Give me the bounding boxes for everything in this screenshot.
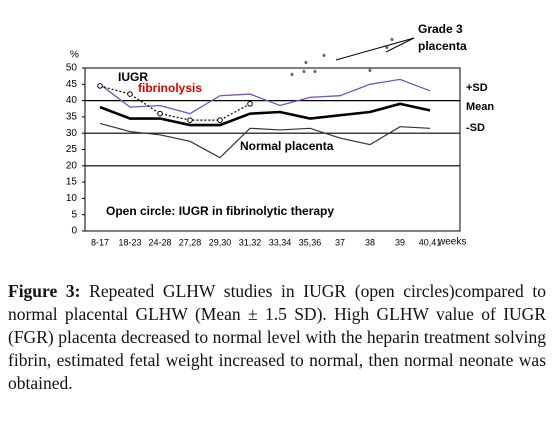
y-unit: %: [70, 50, 79, 61]
y-tick-label: 25: [66, 144, 78, 155]
y-tick-label: 10: [66, 193, 78, 204]
chart: % weeks fibrinolysis Normal placenta Ope…: [66, 22, 495, 248]
point: [97, 83, 103, 89]
x-tick-label: 29,30: [209, 237, 232, 247]
svg-text:*: *: [313, 69, 317, 80]
series-line: [99, 85, 251, 121]
legend-label: Mean: [466, 101, 494, 113]
y-tick-label: 30: [66, 128, 78, 139]
x-tick-label: 8-17: [91, 237, 109, 247]
point: [217, 117, 223, 123]
series-line: [99, 122, 431, 159]
y-tick-label: 0: [71, 226, 77, 237]
x-tick-label: 33,34: [269, 237, 292, 247]
annotation: Normal placenta: [240, 139, 334, 153]
y-tick-label: 5: [71, 209, 77, 220]
x-tick-label: 38: [365, 237, 375, 247]
x-axis-label: weeks: [437, 237, 466, 248]
point: [157, 110, 163, 117]
legend-label: IUGR: [118, 70, 148, 84]
svg-text:*: *: [390, 37, 394, 48]
point: [247, 101, 253, 107]
y-tick-label: 50: [66, 63, 78, 74]
x-tick-label: 18-23: [118, 237, 141, 247]
x-tick-label: 24-28: [148, 237, 171, 247]
x-tick-label: 39: [395, 237, 405, 247]
x-tick-label: 40,41: [419, 237, 442, 247]
series-line: [99, 78, 431, 115]
arrow: [385, 37, 415, 53]
svg-text:*: *: [290, 72, 294, 83]
y-tick-label: 35: [66, 112, 78, 123]
x-tick-label: 31,32: [239, 237, 262, 247]
x-tick-label: 35,36: [299, 237, 322, 247]
y-tick-label: 20: [66, 160, 78, 171]
series-line: [99, 102, 431, 127]
svg-text:*: *: [368, 68, 372, 79]
svg-text:*: *: [302, 69, 306, 80]
grade3-stars: * * * *** **: [290, 37, 394, 83]
svg-text:*: *: [304, 60, 308, 71]
annotation: placenta: [418, 39, 467, 53]
legend-label: +SD: [466, 82, 488, 94]
y-tick-label: 45: [66, 79, 78, 90]
x-tick-label: 27,28: [179, 237, 202, 247]
y-tick-label: 15: [66, 177, 78, 188]
y-tick-label: 40: [66, 95, 78, 106]
caption: Figure 3: Repeated GLHW studies in IUGR …: [8, 280, 546, 395]
annotation: fibrinolysis: [138, 81, 202, 95]
annotation: Open circle: IUGR in fibrinolytic therap…: [106, 204, 334, 218]
svg-text:*: *: [385, 45, 389, 56]
caption-text: Repeated GLHW studies in IUGR (open circ…: [8, 281, 547, 393]
caption-label: Figure 3:: [8, 281, 81, 301]
point: [127, 91, 133, 97]
arrow: [335, 37, 415, 61]
legend-label: -SD: [466, 122, 485, 134]
svg-text:*: *: [322, 53, 326, 64]
x-tick-label: 37: [335, 237, 345, 247]
annotation: Grade 3: [418, 22, 463, 36]
point: [187, 117, 193, 123]
